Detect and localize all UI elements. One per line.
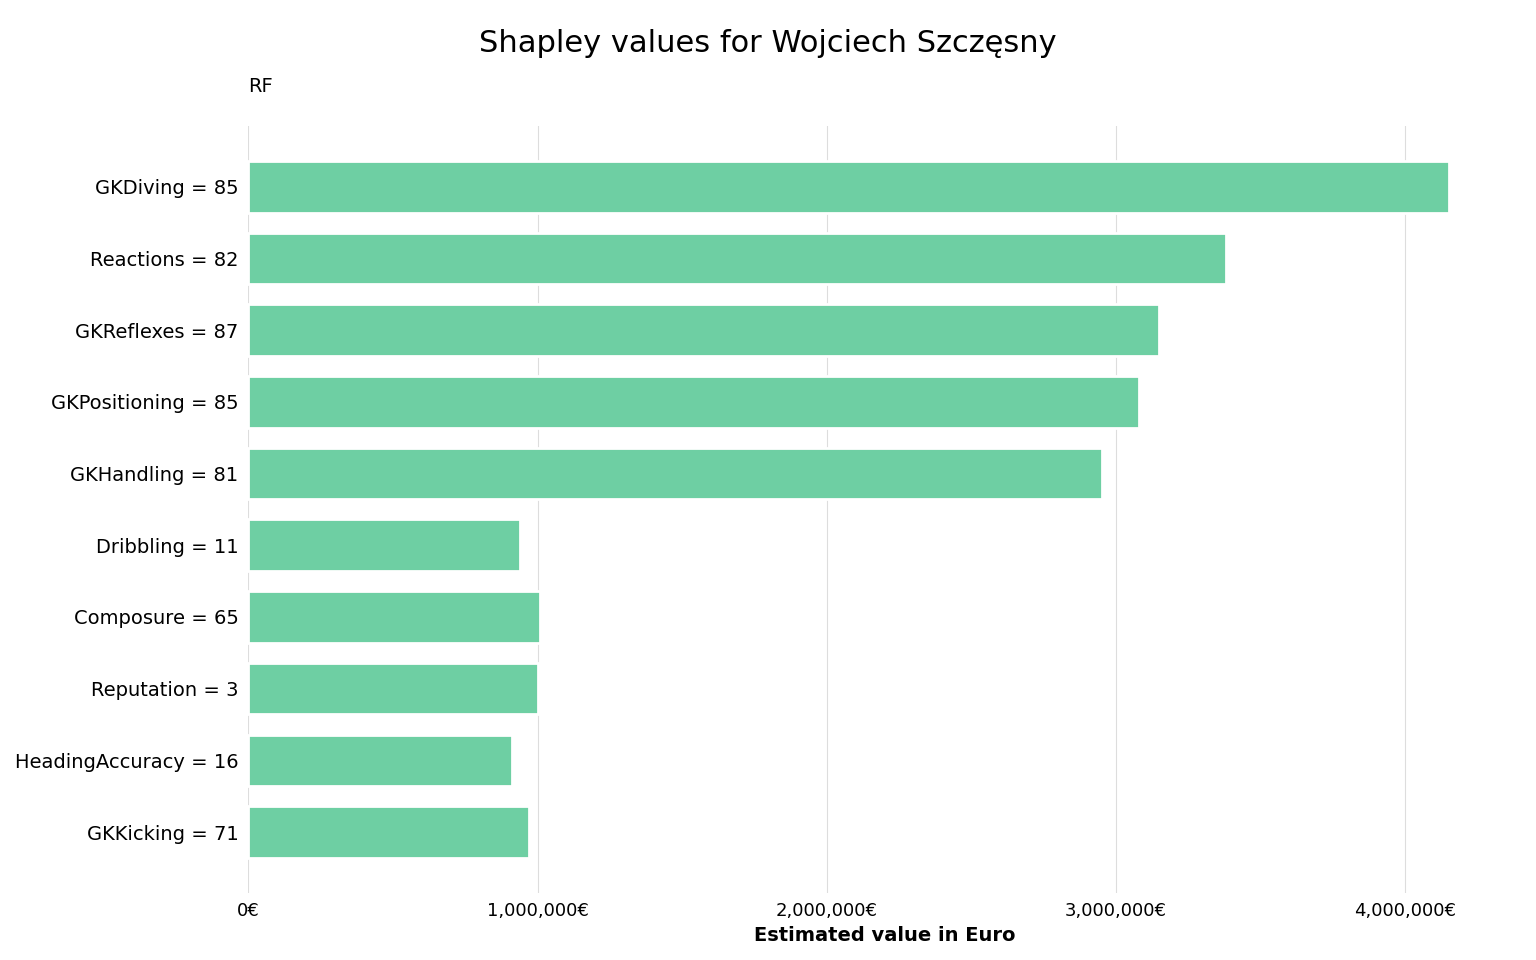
- Bar: [249, 447, 1101, 499]
- Bar: [249, 806, 528, 858]
- Bar: [249, 376, 1140, 428]
- Bar: [249, 232, 1226, 284]
- X-axis label: Estimated value in Euro: Estimated value in Euro: [754, 926, 1015, 945]
- Bar: [249, 663, 538, 714]
- Text: RF: RF: [249, 77, 273, 96]
- Bar: [249, 519, 521, 571]
- Bar: [249, 591, 541, 643]
- Bar: [249, 304, 1160, 356]
- Bar: [249, 734, 511, 786]
- Text: Shapley values for Wojciech Szczęsny: Shapley values for Wojciech Szczęsny: [479, 29, 1057, 58]
- Bar: [249, 161, 1448, 213]
